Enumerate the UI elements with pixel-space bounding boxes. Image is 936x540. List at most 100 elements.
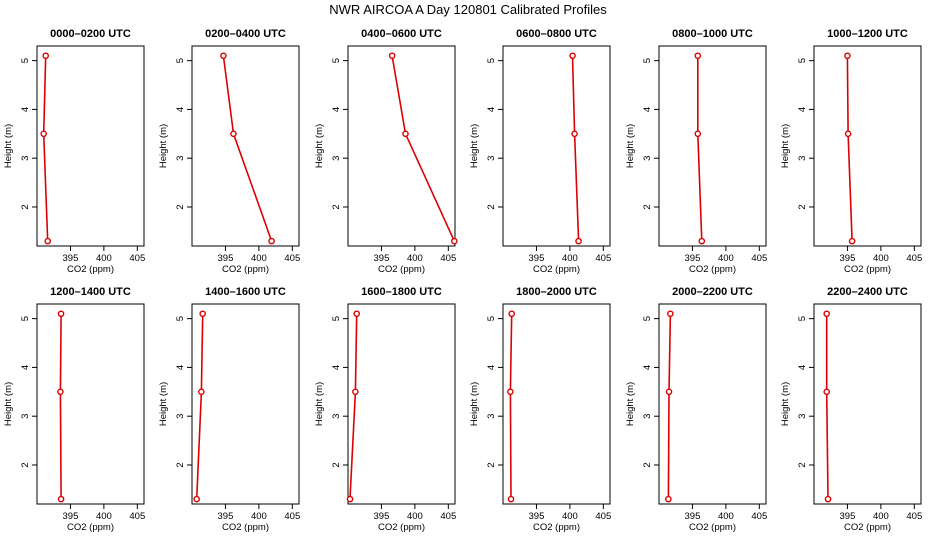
x-tick-label: 395 [218, 511, 234, 522]
data-point [44, 237, 52, 245]
x-tick-label: 395 [374, 253, 390, 264]
x-axis-label: CO2 (ppm) [222, 522, 269, 533]
x-axis-label: CO2 (ppm) [378, 522, 425, 533]
series-line [391, 55, 456, 242]
panel-title: 1600–1800 UTC [361, 286, 442, 298]
x-tick-label: 405 [129, 511, 145, 522]
plot-frame [36, 45, 145, 247]
x-tick-label: 395 [63, 253, 79, 264]
plot-frame [813, 303, 922, 505]
plot-frame [191, 45, 300, 247]
x-tick-label: 400 [873, 511, 889, 522]
y-tick-label: 2 [331, 204, 342, 209]
x-tick-label: 405 [595, 511, 611, 522]
x-tick-label: 395 [374, 511, 390, 522]
y-axis-label: Height (m) [3, 124, 14, 168]
data-point [667, 310, 674, 318]
data-point [823, 388, 831, 396]
y-tick-label: 5 [642, 58, 653, 63]
data-point [451, 237, 458, 245]
plot-frame [502, 45, 611, 247]
y-tick-label: 4 [642, 107, 653, 112]
data-point [507, 495, 515, 503]
y-tick-label: 4 [642, 365, 653, 370]
x-tick-label: 400 [562, 253, 578, 264]
profile-panel: 1400–1600 UTC 395 400 405 2 3 4 5 CO2 (ppm) Heigh… [158, 286, 300, 533]
x-tick-label: 400 [873, 253, 889, 264]
y-axis-label: Height (m) [3, 382, 14, 426]
x-tick-label: 405 [751, 511, 767, 522]
y-axis-label: Height (m) [625, 124, 636, 168]
y-tick-label: 5 [797, 58, 808, 63]
y-tick-label: 3 [175, 156, 186, 161]
series-line [195, 313, 204, 500]
y-tick-label: 5 [20, 58, 31, 63]
x-tick-label: 400 [251, 253, 267, 264]
data-point [220, 52, 227, 60]
x-tick-label: 400 [251, 511, 267, 522]
data-point [665, 388, 673, 396]
x-axis-label: CO2 (ppm) [844, 264, 891, 275]
data-point [57, 495, 65, 503]
x-tick-label: 395 [685, 511, 701, 522]
series-line [349, 313, 358, 500]
data-point [824, 495, 832, 503]
y-tick-label: 4 [20, 107, 31, 112]
y-tick-label: 2 [175, 462, 186, 467]
y-tick-label: 3 [486, 414, 497, 419]
x-tick-label: 405 [751, 253, 767, 264]
y-tick-label: 4 [175, 107, 186, 112]
x-tick-label: 405 [284, 253, 300, 264]
x-tick-label: 395 [840, 511, 856, 522]
series-line [571, 55, 580, 242]
data-point [507, 388, 514, 396]
plot-frame [191, 303, 300, 505]
y-tick-label: 2 [642, 204, 653, 209]
profile-panel: 0200–0400 UTC 395 400 405 2 3 4 5 CO2 (ppm) Heigh… [158, 28, 300, 275]
x-tick-label: 405 [906, 511, 922, 522]
x-tick-label: 395 [685, 253, 701, 264]
y-tick-label: 2 [642, 462, 653, 467]
data-point [193, 495, 200, 503]
profile-panel: 1200–1400 UTC 395 400 405 2 3 4 5 CO2 (ppm) Heigh… [3, 286, 145, 533]
panel-title: 0200–0400 UTC [205, 28, 286, 40]
x-axis-label: CO2 (ppm) [689, 522, 736, 533]
series-line [696, 55, 703, 242]
x-tick-label: 400 [718, 253, 734, 264]
y-tick-label: 2 [797, 462, 808, 467]
series-line [222, 55, 273, 242]
data-point [199, 310, 206, 318]
data-point [575, 237, 582, 245]
data-point [694, 130, 702, 138]
x-axis-label: CO2 (ppm) [67, 522, 114, 533]
x-axis-label: CO2 (ppm) [533, 522, 580, 533]
series-line [846, 55, 853, 242]
y-axis-label: Height (m) [469, 124, 480, 168]
data-point [352, 388, 359, 396]
x-axis-label: CO2 (ppm) [533, 264, 580, 275]
data-point [844, 52, 851, 60]
y-tick-label: 3 [486, 156, 497, 161]
data-point [823, 310, 831, 318]
data-point [230, 130, 237, 138]
x-axis-label: CO2 (ppm) [222, 264, 269, 275]
data-point [694, 52, 702, 60]
plot-frame [347, 45, 456, 247]
y-tick-label: 3 [331, 156, 342, 161]
series-line [59, 313, 62, 500]
profile-panel: 2200–2400 UTC 395 400 405 2 3 4 5 CO2 (ppm) Heigh… [780, 286, 922, 533]
y-tick-label: 4 [797, 365, 808, 370]
profile-panel: 0800–1000 UTC 395 400 405 2 3 4 5 CO2 (ppm) Heigh… [625, 28, 767, 275]
x-tick-label: 405 [440, 511, 456, 522]
panel-title: 1000–1200 UTC [827, 28, 908, 40]
profile-panel: 0000–0200 UTC 395 400 405 2 3 4 5 CO2 (ppm) Heigh… [3, 28, 145, 275]
data-point [40, 130, 47, 138]
x-tick-label: 400 [96, 253, 112, 264]
data-point [346, 495, 354, 503]
data-point [569, 52, 576, 60]
y-tick-label: 3 [642, 156, 653, 161]
panel-title: 2200–2400 UTC [827, 286, 908, 298]
y-tick-label: 5 [331, 58, 342, 63]
y-tick-label: 4 [486, 365, 497, 370]
